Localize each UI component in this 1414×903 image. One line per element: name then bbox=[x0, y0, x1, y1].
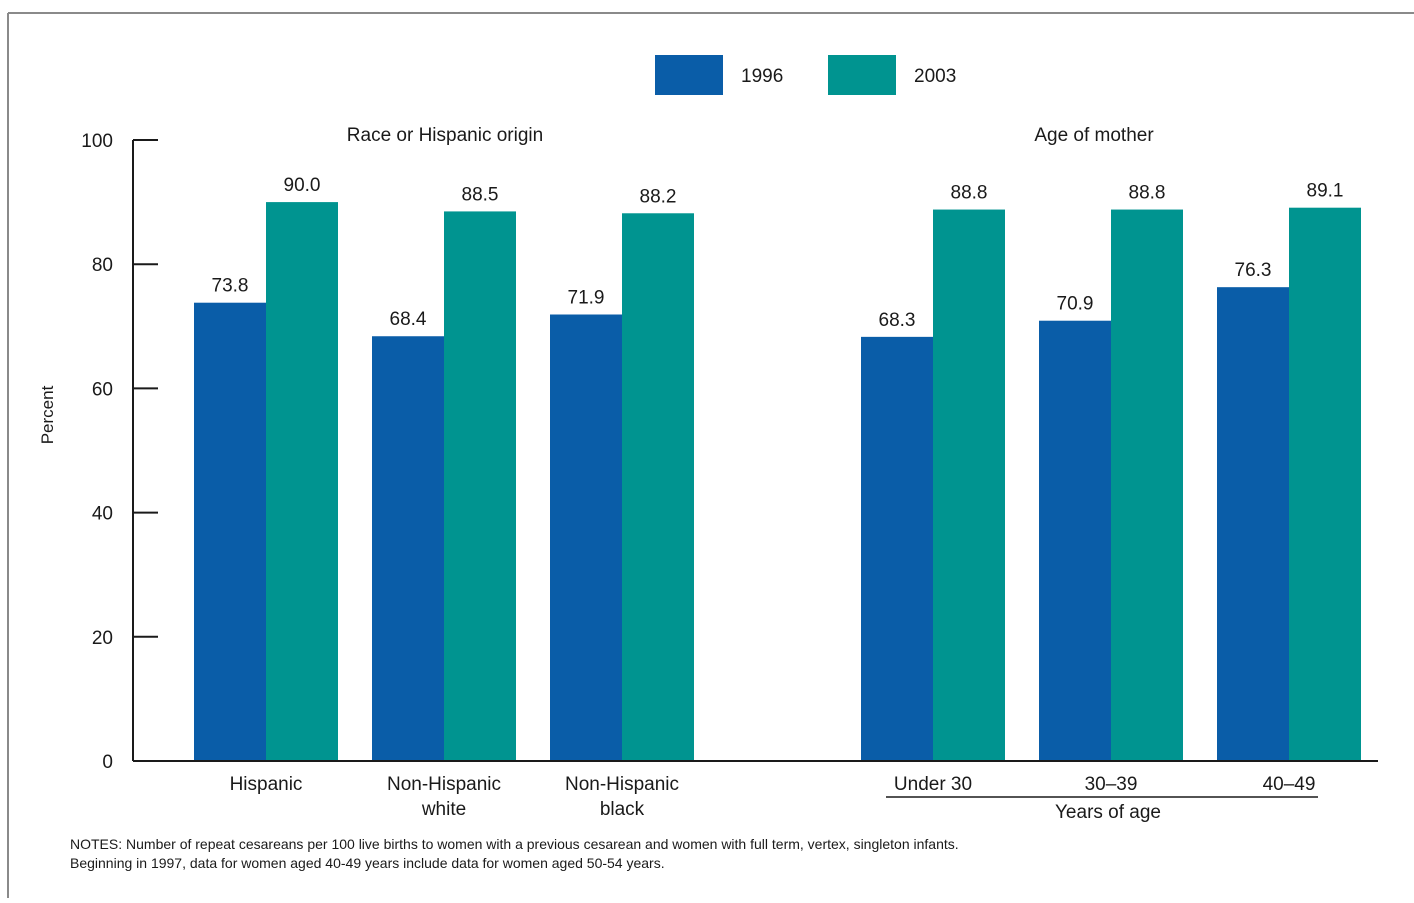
value-label-1996-2: 68.4 bbox=[390, 309, 427, 330]
category-label-5: 30–39 bbox=[1085, 774, 1138, 795]
notes-line-2: Beginning in 1997, data for women aged 4… bbox=[70, 855, 665, 871]
age-group-sublabel: Years of age bbox=[1055, 802, 1161, 823]
value-label-2003-2: 88.5 bbox=[462, 184, 499, 205]
y-tick-label: 60 bbox=[92, 379, 113, 400]
value-label-2003-4: 88.8 bbox=[951, 183, 988, 204]
y-tick-label: 100 bbox=[81, 131, 113, 152]
value-label-1996-4: 68.3 bbox=[879, 310, 916, 331]
bar-2003-4 bbox=[933, 209, 1005, 761]
category-label-1: Hispanic bbox=[230, 774, 303, 795]
bar-1996-1 bbox=[194, 302, 266, 761]
category-label-2: Non-Hispanic bbox=[387, 774, 501, 795]
y-axis-title: Percent bbox=[38, 385, 57, 444]
bar-1996-4 bbox=[861, 336, 933, 761]
bar-1996-2 bbox=[372, 336, 444, 761]
legend-swatch-1996 bbox=[655, 55, 723, 95]
bar-2003-6 bbox=[1289, 207, 1361, 762]
group-title-race: Race or Hispanic origin bbox=[347, 125, 543, 146]
value-label-2003-6: 89.1 bbox=[1307, 181, 1344, 202]
group-titles: Race or Hispanic origin Age of mother bbox=[347, 125, 1155, 146]
value-label-1996-5: 70.9 bbox=[1057, 294, 1094, 315]
value-labels: 73.8 68.4 71.9 68.3 70.9 76.3 90.0 88.5 88.2 88.8… bbox=[212, 175, 1344, 331]
value-label-2003-3: 88.2 bbox=[640, 186, 677, 207]
category-label-4: Under 30 bbox=[894, 774, 972, 795]
y-tick-label: 0 bbox=[102, 752, 113, 773]
y-tick-label: 40 bbox=[92, 504, 113, 525]
value-label-1996-3: 71.9 bbox=[568, 288, 605, 309]
bar-2003-5 bbox=[1111, 209, 1183, 761]
y-tick-label: 20 bbox=[92, 628, 113, 649]
value-label-2003-1: 90.0 bbox=[284, 175, 321, 196]
legend: 1996 2003 bbox=[655, 55, 956, 95]
legend-label-1996: 1996 bbox=[741, 66, 783, 87]
legend-swatch-2003 bbox=[828, 55, 896, 95]
bar-2003-3 bbox=[622, 213, 694, 761]
category-label-2: white bbox=[421, 799, 466, 820]
value-label-1996-1: 73.8 bbox=[212, 276, 249, 297]
y-tick-label: 80 bbox=[92, 255, 113, 276]
bar-1996-5 bbox=[1039, 320, 1111, 761]
bar-1996-6 bbox=[1217, 287, 1289, 761]
notes-line-1: NOTES: Number of repeat cesareans per 10… bbox=[70, 836, 959, 852]
category-label-3: Non-Hispanic bbox=[565, 774, 679, 795]
category-label-3: black bbox=[600, 799, 645, 820]
y-axis: 0 20 40 60 80 100 bbox=[81, 131, 158, 773]
group-title-age: Age of mother bbox=[1034, 125, 1154, 146]
value-label-2003-5: 88.8 bbox=[1129, 183, 1166, 204]
bar-1996-3 bbox=[550, 314, 622, 761]
bar-2003-2 bbox=[444, 211, 516, 762]
value-label-1996-6: 76.3 bbox=[1235, 260, 1272, 281]
legend-label-2003: 2003 bbox=[914, 66, 956, 87]
x-axis: Hispanic Non-Hispanic white Non-Hispanic bla… bbox=[133, 760, 1378, 823]
bar-2003-1 bbox=[266, 202, 338, 762]
bars bbox=[194, 202, 1361, 762]
category-label-6: 40–49 bbox=[1263, 774, 1316, 795]
